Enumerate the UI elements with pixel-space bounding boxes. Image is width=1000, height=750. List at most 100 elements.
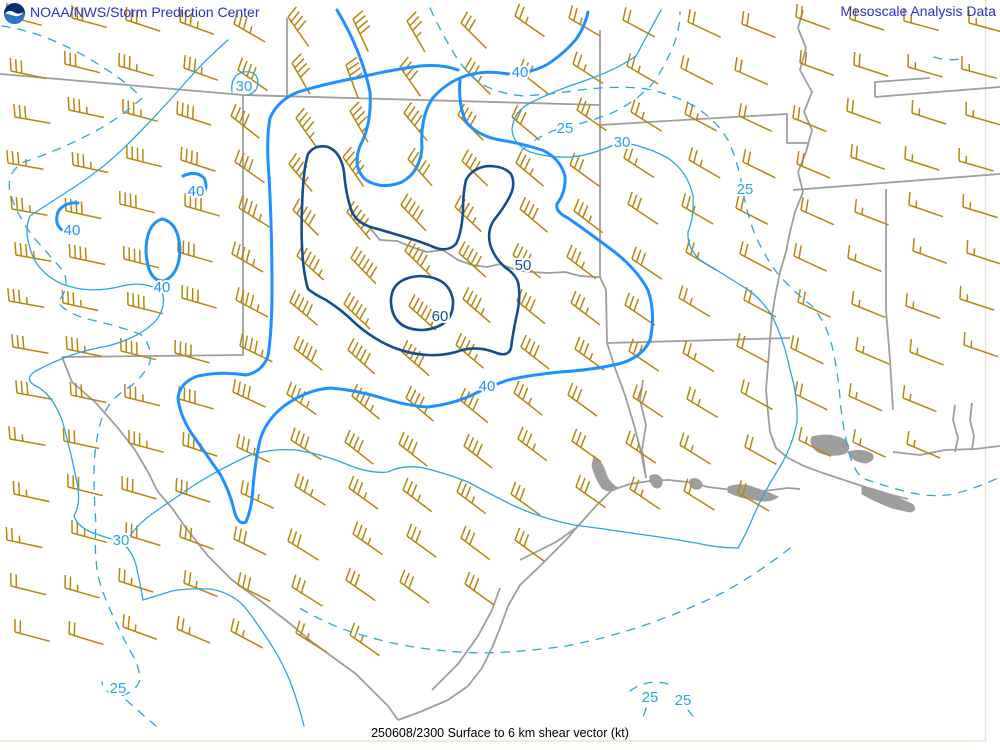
wind-barb: [124, 383, 161, 407]
wind-barb: [64, 574, 100, 599]
wind-barb: [737, 480, 770, 512]
wind-barb: [240, 480, 274, 509]
wind-barb: [342, 146, 365, 187]
wind-barb: [906, 431, 941, 459]
wind-barb: [792, 105, 827, 133]
contour-label-25: 25: [737, 181, 754, 198]
contour-40: [55, 201, 80, 234]
contour-25: [933, 56, 965, 61]
wind-barb: [911, 99, 947, 125]
wind-barb: [903, 8, 939, 32]
wind-barb: [286, 381, 317, 416]
wind-barb: [966, 239, 1000, 265]
state-border: [639, 379, 647, 479]
contour-label-25: 25: [642, 689, 659, 706]
state-border: [606, 337, 791, 344]
state-border: [0, 73, 601, 106]
wind-barb: [231, 241, 264, 273]
contour-label-30: 30: [113, 532, 130, 549]
wind-barb: [71, 5, 107, 29]
wind-barb: [177, 238, 213, 263]
state-border: [765, 9, 909, 500]
wind-barb: [744, 434, 777, 466]
wind-barb: [352, 521, 383, 556]
wind-barb: [572, 51, 604, 85]
wind-barb: [5, 526, 43, 549]
state-border: [519, 527, 577, 561]
wind-barb: [178, 385, 214, 410]
wind-barb: [10, 572, 47, 596]
wind-barb: [460, 11, 487, 49]
wind-barb: [128, 430, 164, 454]
wind-barb: [963, 331, 999, 358]
wind-barb: [235, 287, 269, 318]
wind-barb: [13, 103, 51, 124]
wind-barb: [118, 52, 154, 77]
wind-barb: [740, 379, 773, 411]
contour-label-25: 25: [675, 692, 692, 709]
wind-barb: [566, 244, 597, 280]
wind-barb: [454, 195, 482, 233]
wind-barb: [853, 51, 889, 77]
wind-barb: [349, 101, 369, 143]
wind-barb: [517, 426, 548, 462]
wind-barb: [174, 339, 210, 364]
contour-label-40: 40: [188, 183, 205, 200]
wind-barb: [799, 49, 835, 77]
contour-label-25: 25: [557, 120, 574, 137]
contour-25: [521, 11, 681, 151]
page-title: Mesoscale Analysis Data: [840, 3, 996, 19]
wind-barb: [678, 285, 711, 318]
wind-barb: [847, 245, 882, 273]
wind-barb: [125, 6, 161, 32]
state-border: [792, 173, 1000, 191]
wind-barb: [902, 385, 937, 413]
water-body: [689, 478, 703, 490]
wind-barb: [625, 430, 657, 464]
wind-barb: [510, 481, 541, 516]
wind-barb: [576, 97, 607, 132]
wind-barb: [122, 99, 158, 123]
wind-barb: [295, 620, 327, 653]
wind-barb: [238, 195, 270, 228]
wind-barb: [183, 570, 218, 598]
wind-barb: [400, 193, 427, 232]
wind-barb: [399, 56, 422, 97]
wind-barb: [118, 567, 154, 593]
wind-barb: [237, 57, 268, 92]
wind-barb: [234, 149, 265, 184]
wind-barb: [515, 150, 545, 187]
wind-barb: [734, 57, 769, 86]
wind-barb: [575, 474, 606, 509]
wind-barb: [232, 379, 266, 408]
wind-barb: [9, 57, 47, 80]
contour-40: [176, 64, 655, 525]
state-border: [61, 95, 244, 358]
state-border: [599, 276, 608, 344]
wind-barb: [514, 3, 545, 38]
contour-30: [231, 71, 259, 96]
contour-40: [335, 8, 590, 187]
map-caption: 250608/2300 Surface to 6 km shear vector…: [371, 726, 629, 740]
wind-barb: [233, 11, 266, 43]
wind-barb: [742, 149, 776, 179]
wind-barb: [685, 239, 718, 272]
wind-barb: [683, 478, 715, 511]
wind-barb: [681, 193, 714, 225]
wind-barb: [905, 292, 941, 320]
page-header: NOAA/NWS/Storm Prediction Center Mesosca…: [0, 0, 1000, 26]
wind-barb: [343, 292, 371, 330]
wind-barb: [797, 289, 831, 318]
contour-25: [125, 699, 157, 727]
wind-barb: [239, 333, 273, 363]
wind-barb: [398, 431, 428, 467]
wind-barb: [293, 335, 323, 371]
contour-30: [129, 9, 798, 549]
noaa-logo-icon: [3, 2, 26, 25]
contour-label-50: 50: [515, 257, 532, 274]
wind-barb: [852, 429, 886, 458]
wind-barb: [405, 385, 435, 422]
wind-barb: [399, 569, 430, 604]
wind-barb: [292, 198, 319, 236]
wind-barb: [179, 523, 215, 551]
